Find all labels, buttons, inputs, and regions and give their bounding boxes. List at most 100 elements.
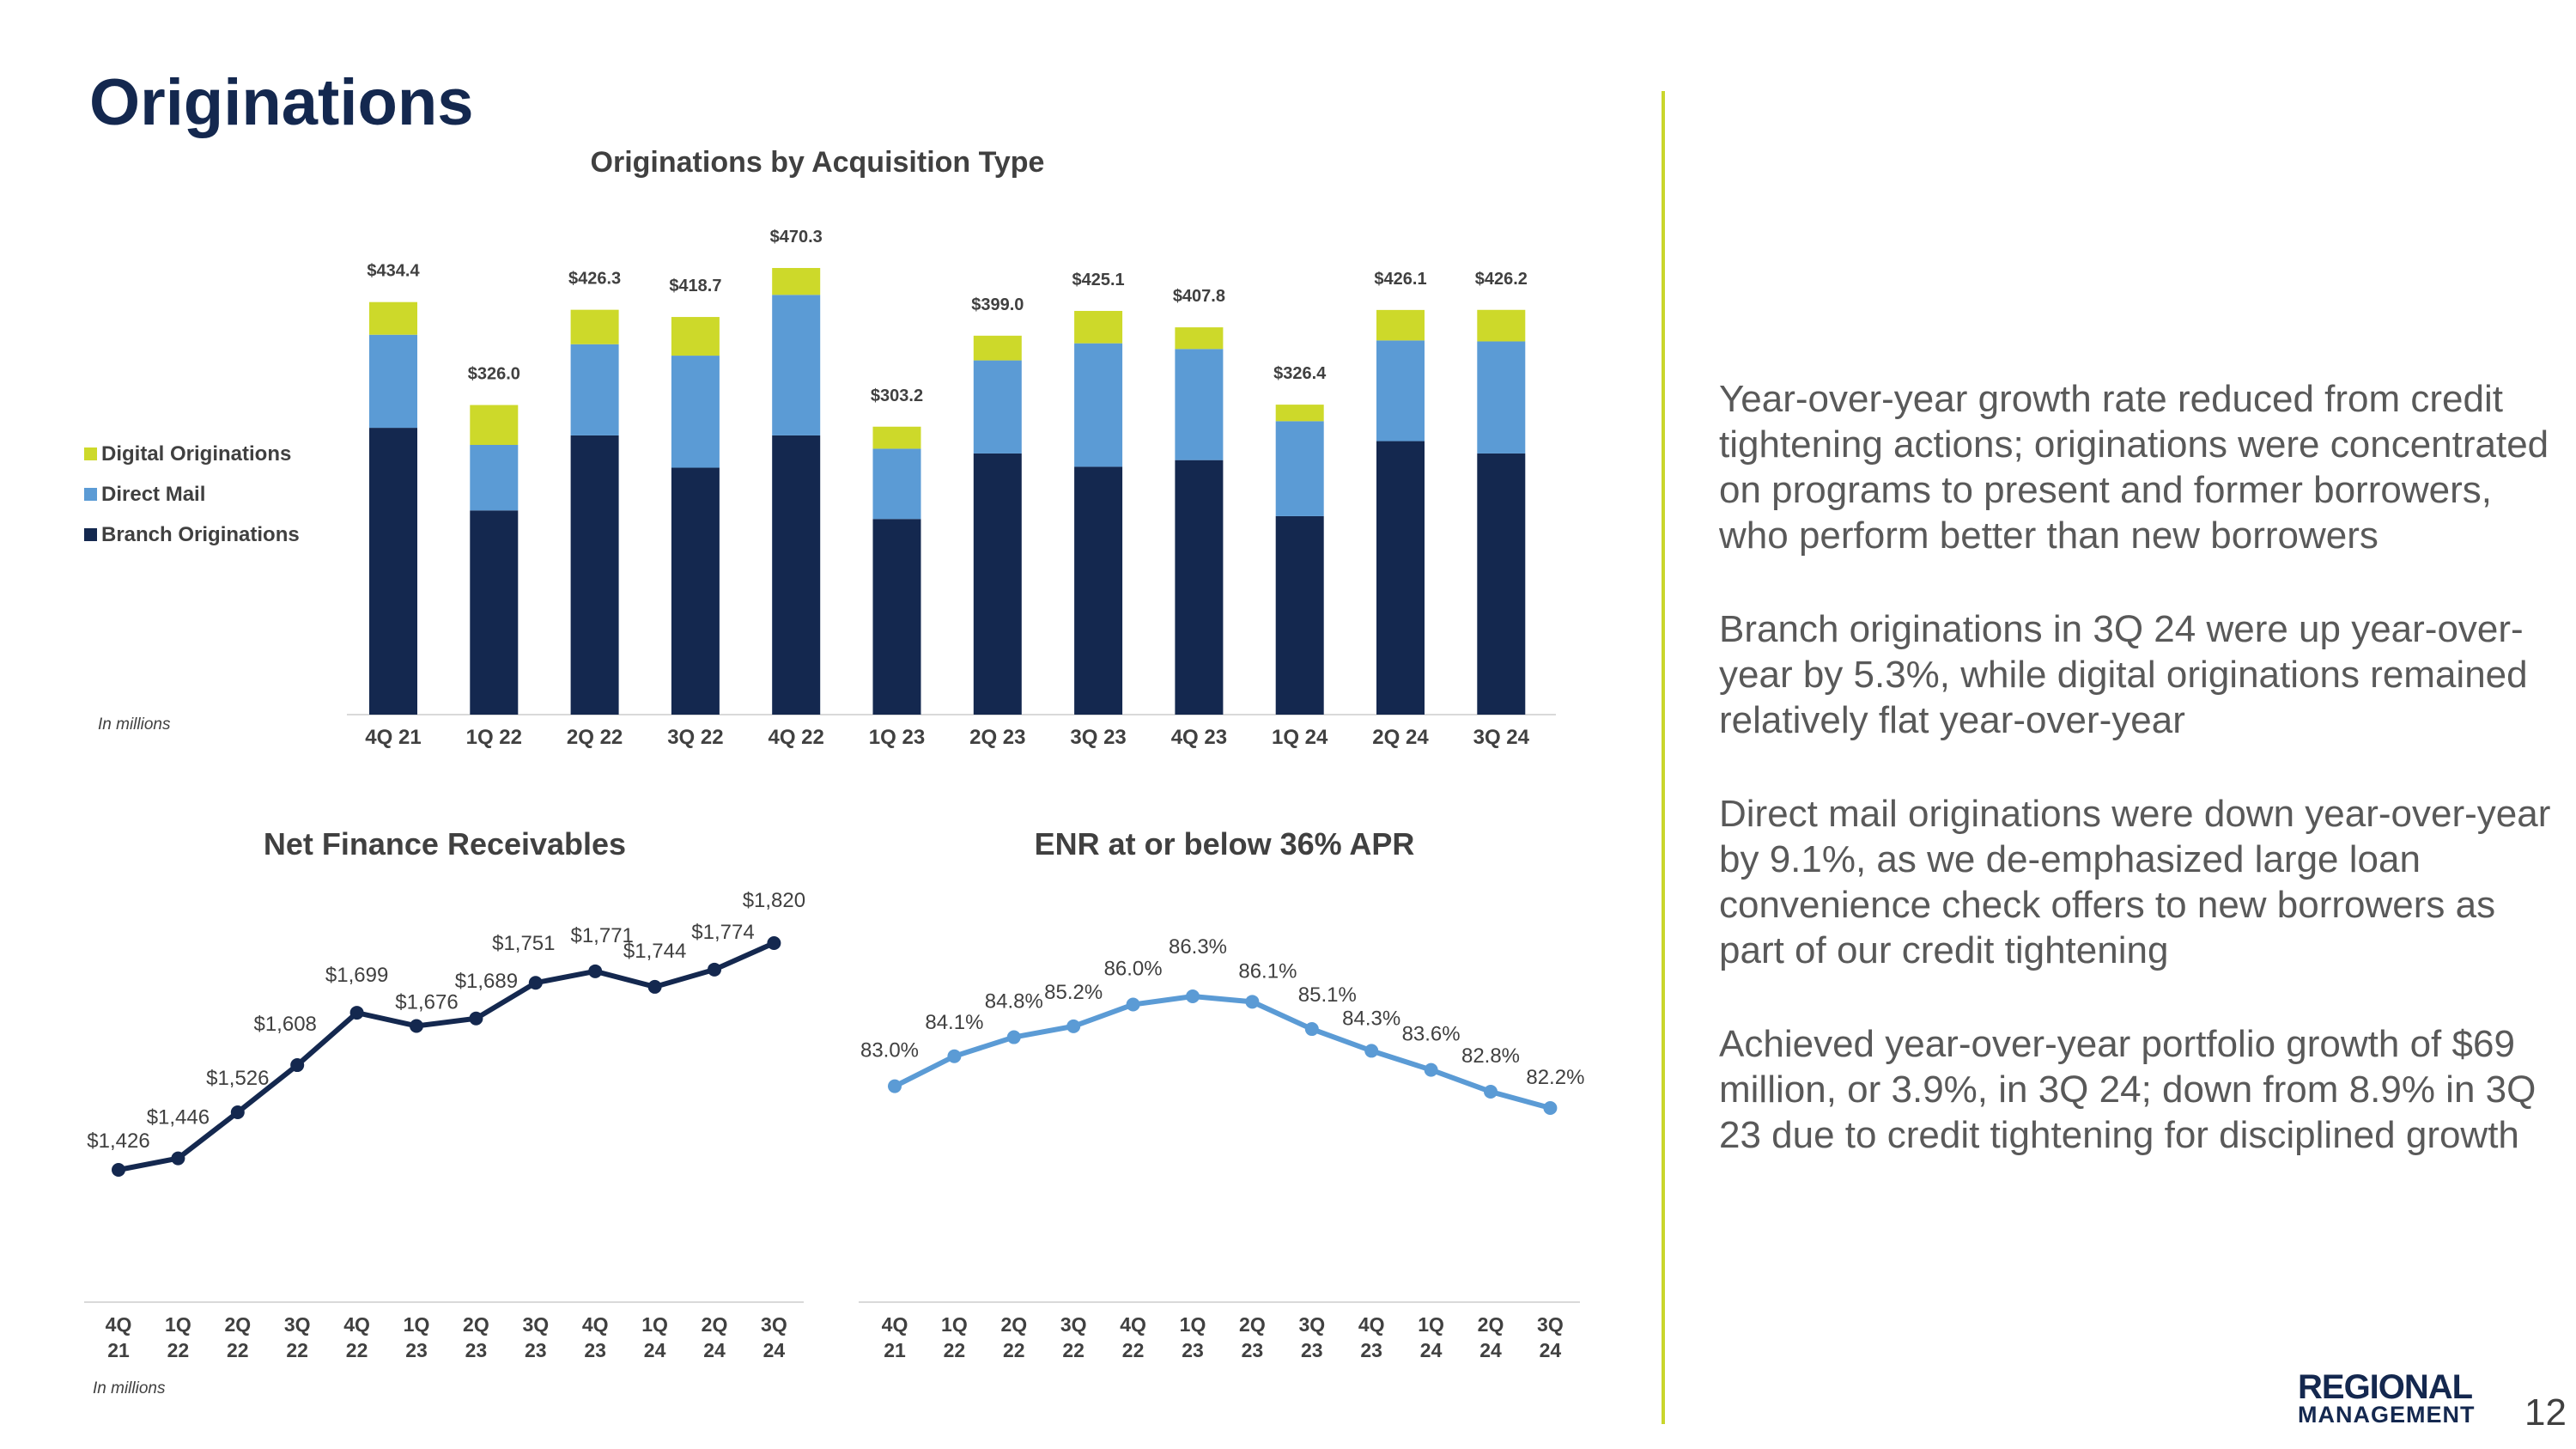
data-point <box>1304 1022 1319 1037</box>
bar-total-label: $425.1 <box>1072 271 1125 289</box>
bar-segment-digital-originations <box>470 405 519 445</box>
x-tick-label: 4Q 21 <box>882 1313 908 1361</box>
legend-item-direct-mail: Direct Mail <box>84 474 300 514</box>
commentary: Year-over-year growth rate reduced from … <box>1719 376 2561 1206</box>
originations-chart-title: Originations by Acquisition Type <box>590 146 1045 179</box>
originations-units-note: In millions <box>98 715 171 734</box>
x-tick-label: 1Q 24 <box>1418 1313 1444 1361</box>
x-tick-label: 3Q 23 <box>522 1313 549 1361</box>
logo-line2: MANAGEMENT <box>2298 1402 2476 1428</box>
data-point <box>410 1019 423 1033</box>
data-point <box>647 979 662 994</box>
bar-segment-direct-mail <box>570 344 619 435</box>
data-label: 82.8% <box>1461 1044 1520 1068</box>
legend-label-digital: Digital Originations <box>101 441 292 466</box>
x-tick-label: 3Q 22 <box>667 726 723 749</box>
bar-segment-direct-mail <box>772 295 821 435</box>
x-tick-label: 3Q 22 <box>1060 1313 1087 1361</box>
x-tick-label: 1Q 23 <box>1180 1313 1206 1361</box>
bar-segment-branch-originations <box>1477 453 1526 715</box>
bar-total-label: $470.3 <box>770 228 823 247</box>
series-line <box>893 993 1552 1111</box>
enr-chart-title: ENR at or below 36% APR <box>1034 826 1415 861</box>
bar-segment-digital-originations <box>1376 309 1425 341</box>
legend-swatch-digital <box>84 447 97 460</box>
x-tick-label: 3Q 23 <box>1298 1313 1325 1361</box>
bar-segment-branch-originations <box>872 519 921 715</box>
data-label: $1,699 <box>325 964 388 987</box>
bar-segment-branch-originations <box>570 435 619 715</box>
bar-segment-branch-originations <box>470 510 519 715</box>
data-point <box>947 1049 962 1063</box>
commentary-item: Year-over-year growth rate reduced from … <box>1719 378 2549 557</box>
x-tick-label: 3Q 24 <box>761 1313 787 1361</box>
data-label: 86.0% <box>1104 958 1163 981</box>
data-point <box>1126 997 1140 1012</box>
x-tick-label: 3Q 24 <box>1473 726 1530 749</box>
data-label: 85.1% <box>1298 983 1357 1007</box>
x-tick-label: 1Q 22 <box>466 726 522 749</box>
x-tick-label: 1Q 24 <box>641 1313 668 1361</box>
data-label: $1,426 <box>87 1129 149 1153</box>
data-label: $1,689 <box>455 970 518 993</box>
legend-item-branch: Branch Originations <box>84 514 300 555</box>
x-tick-label: 2Q 23 <box>463 1313 489 1361</box>
x-tick-label: 2Q 22 <box>224 1313 251 1361</box>
x-tick-label: 4Q 23 <box>582 1313 609 1361</box>
data-point <box>1484 1084 1498 1099</box>
x-tick-label: 2Q 22 <box>1000 1313 1027 1361</box>
bar-segment-branch-originations <box>1275 515 1324 715</box>
data-label: 83.0% <box>860 1039 919 1062</box>
bar-segment-branch-originations <box>1175 460 1224 715</box>
bar-total-label: $407.8 <box>1173 287 1225 306</box>
bar-total-label: $399.0 <box>971 295 1024 314</box>
data-label: $1,526 <box>206 1067 269 1090</box>
bar-segment-direct-mail <box>1175 349 1224 460</box>
x-tick-label: 4Q 22 <box>769 726 824 749</box>
x-tick-label: 2Q 24 <box>1372 726 1429 749</box>
page-number: 12 <box>2524 1391 2567 1434</box>
data-point <box>230 1105 245 1119</box>
data-label: $1,820 <box>743 889 805 912</box>
legend-label-direct-mail: Direct Mail <box>101 482 206 506</box>
data-point <box>171 1151 185 1166</box>
bar-segment-digital-originations <box>1175 327 1224 350</box>
bar-segment-direct-mail <box>470 444 519 511</box>
vertical-divider <box>1662 91 1665 1424</box>
series-line <box>118 941 775 1172</box>
legend-swatch-branch <box>84 528 97 541</box>
data-label: $1,771 <box>570 924 633 947</box>
data-point <box>888 1079 902 1093</box>
x-tick-label: 3Q 22 <box>284 1313 311 1361</box>
company-logo: REGIONAL MANAGEMENT <box>2298 1370 2476 1428</box>
bar-total-label: $303.2 <box>871 387 923 405</box>
data-label: 86.3% <box>1169 935 1227 959</box>
data-point <box>290 1058 305 1073</box>
bar-segment-digital-originations <box>772 268 821 295</box>
x-tick-label: 4Q 23 <box>1171 726 1227 749</box>
nfr-chart-title: Net Finance Receivables <box>263 826 627 861</box>
bar-total-label: $426.3 <box>568 270 621 289</box>
nfr-units-note: In millions <box>93 1379 166 1397</box>
data-label: 82.2% <box>1526 1066 1584 1089</box>
data-label: $1,751 <box>492 932 555 955</box>
x-tick-label: 4Q 22 <box>343 1313 370 1361</box>
legend-label-branch: Branch Originations <box>101 522 300 546</box>
bar-segment-branch-originations <box>1074 466 1123 715</box>
data-point <box>1245 995 1260 1009</box>
bar-segment-digital-originations <box>671 317 720 356</box>
bar-segment-direct-mail <box>1074 343 1123 467</box>
bar-segment-direct-mail <box>872 448 921 520</box>
bar-segment-digital-originations <box>570 309 619 344</box>
bar-segment-digital-originations <box>1074 310 1123 344</box>
data-point <box>767 936 781 950</box>
bar-segment-direct-mail <box>1275 421 1324 516</box>
data-point <box>588 964 603 978</box>
x-tick-label: 4Q 21 <box>365 726 421 749</box>
bar-segment-direct-mail <box>671 356 720 468</box>
commentary-item: Branch originations in 3Q 24 were up yea… <box>1719 608 2528 741</box>
bar-total-label: $426.2 <box>1475 270 1528 289</box>
x-tick-label: 2Q 23 <box>1239 1313 1266 1361</box>
x-tick-label: 1Q 23 <box>869 726 925 749</box>
bar-total-label: $426.1 <box>1374 270 1426 289</box>
